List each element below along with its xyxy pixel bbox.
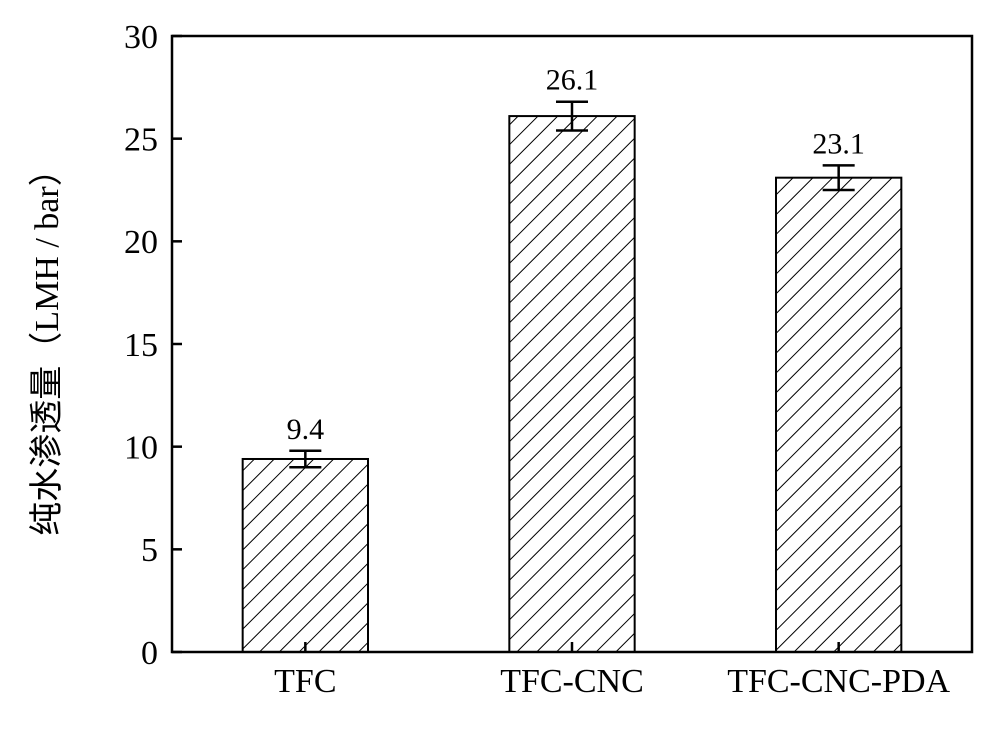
bar [776, 178, 901, 652]
y-tick-label: 25 [124, 122, 158, 159]
bar-value-label: 26.1 [546, 64, 599, 97]
y-tick-label: 0 [141, 635, 158, 672]
bar [509, 116, 634, 652]
x-tick-label: TFC-CNC [500, 663, 644, 700]
y-tick-label: 20 [124, 224, 158, 261]
bar-value-label: 9.4 [287, 413, 325, 446]
bar-value-label: 23.1 [812, 127, 865, 160]
chart-container: 9.4 TFC 26.1 TFC-CNC 23.1 TFC-CNC-PDA 0 5 10 15 20… [0, 0, 1000, 732]
y-tick-label: 15 [124, 327, 158, 364]
bar-chart: 9.4 TFC 26.1 TFC-CNC 23.1 TFC-CNC-PDA 0 5 10 15 20… [0, 0, 1000, 732]
x-tick-label: TFC [274, 663, 336, 700]
y-axis-label: 纯水渗透量（LMH / bar） [28, 152, 66, 535]
y-tick-label: 30 [124, 19, 158, 56]
y-tick-label: 5 [141, 532, 158, 569]
bar [243, 459, 368, 652]
x-tick-label: TFC-CNC-PDA [727, 663, 950, 700]
y-tick-label: 10 [124, 430, 158, 467]
